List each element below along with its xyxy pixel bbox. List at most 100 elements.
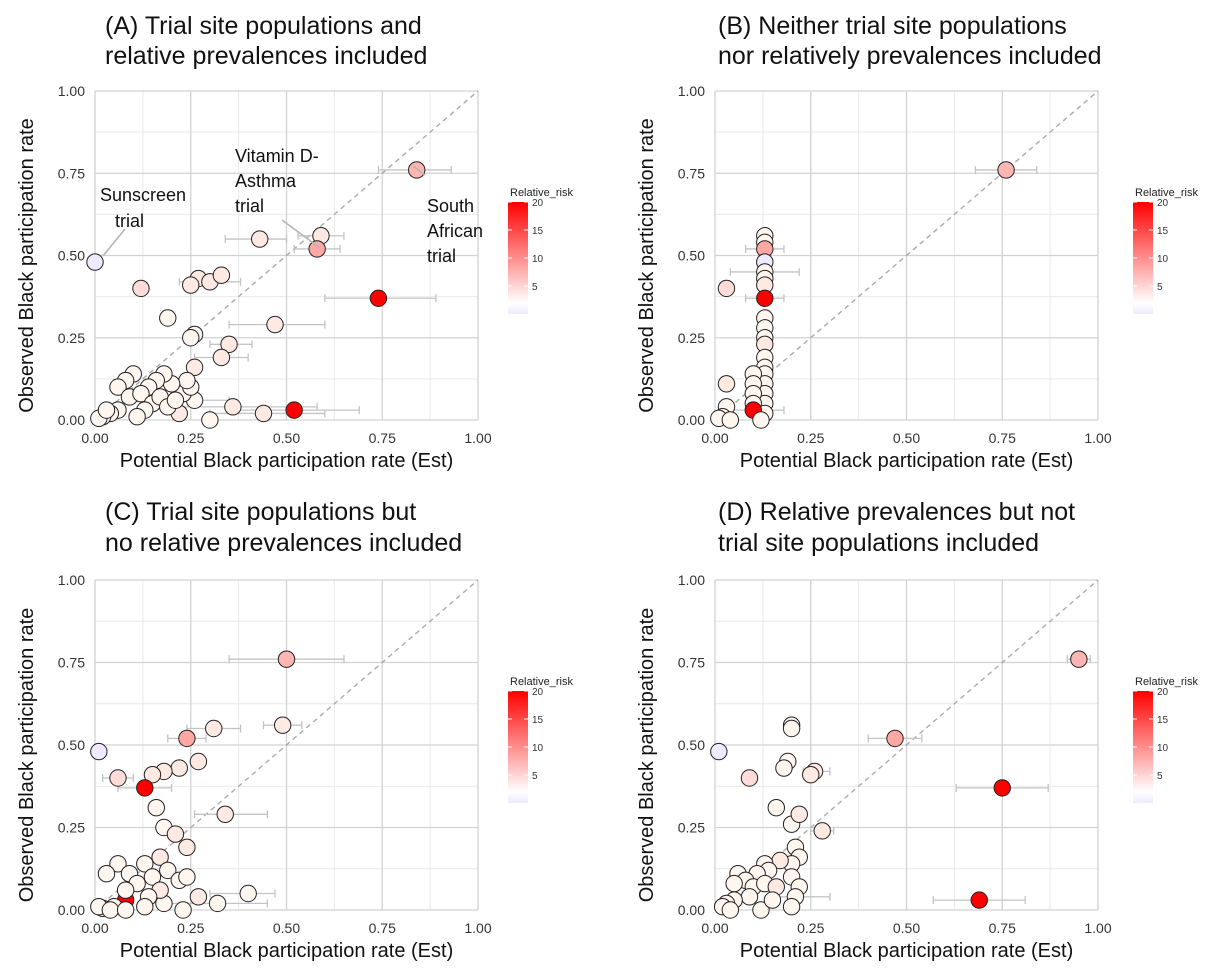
x-tick-label: 0.50 (273, 920, 300, 936)
data-point (756, 289, 774, 307)
legend-tick-label: 15 (532, 715, 544, 726)
annotation-text: South (427, 196, 474, 216)
x-axis-label: Potential Black participation rate (Est) (120, 450, 454, 472)
data-point (369, 289, 388, 307)
data-point (1070, 650, 1088, 668)
annotation-text: Sunscreen (100, 185, 186, 205)
x-tick-label: 0.75 (989, 430, 1016, 446)
data-point (408, 161, 426, 179)
panel-title-line: (B) Neither trial site populations (718, 12, 1067, 40)
x-tick-label: 0.25 (797, 430, 824, 446)
annotation-text: Vitamin D- (235, 146, 319, 166)
data-point (159, 309, 177, 327)
legend-tick-label: 5 (1157, 282, 1163, 293)
data-point (208, 894, 227, 913)
x-tick-label: 1.00 (464, 430, 491, 446)
x-tick-label: 0.00 (701, 920, 728, 936)
legend-tick-label: 20 (532, 198, 544, 209)
data-point (266, 315, 284, 334)
legend-title: Relative_risk (510, 187, 573, 199)
data-point (752, 901, 770, 919)
legend-tick-label: 20 (1157, 687, 1169, 698)
annotation-text: trial (427, 246, 456, 266)
x-axis-label: Potential Black participation rate (Est) (740, 940, 1074, 962)
y-axis-label: Observed Black participation rate (16, 608, 38, 903)
legend-colorbar (1133, 691, 1153, 803)
y-tick-label: 1.00 (678, 572, 705, 588)
data-point (147, 799, 165, 817)
y-tick-label: 0.25 (58, 820, 85, 836)
y-tick-label: 1.00 (58, 83, 85, 99)
y-axis-label: Observed Black participation rate (16, 118, 38, 413)
data-point (128, 408, 146, 426)
data-point (790, 805, 808, 823)
data-point (132, 384, 150, 403)
data-point (90, 742, 108, 761)
y-tick-label: 0.00 (58, 902, 85, 918)
legend-title: Relative_risk (1135, 676, 1198, 688)
data-point (159, 861, 177, 880)
data-point (721, 411, 740, 429)
data-point (752, 411, 770, 429)
data-point (97, 401, 116, 419)
y-tick-label: 0.75 (678, 655, 705, 671)
data-point (216, 805, 234, 823)
data-point (86, 253, 104, 271)
data-point (212, 348, 231, 367)
data-point (136, 855, 154, 873)
data-point (166, 391, 185, 409)
data-point (782, 719, 801, 738)
data-point (273, 716, 292, 734)
identity-line (94, 90, 479, 421)
legend-tick-label: 20 (1157, 198, 1169, 209)
data-point (178, 729, 196, 748)
data-point (308, 240, 326, 258)
x-tick-label: 0.50 (893, 920, 920, 936)
x-tick-label: 0.00 (701, 430, 728, 446)
data-point (109, 378, 127, 396)
data-point (201, 411, 219, 429)
data-point (710, 742, 728, 761)
data-point (143, 766, 162, 784)
data-point (178, 868, 196, 886)
y-tick-label: 0.75 (58, 165, 85, 181)
data-point (212, 266, 231, 284)
x-tick-label: 1.00 (464, 920, 491, 936)
data-point (151, 848, 169, 866)
legend-colorbar (1133, 202, 1153, 314)
data-point (97, 865, 116, 883)
identity-line (714, 90, 1099, 421)
x-tick-label: 0.25 (797, 920, 824, 936)
x-tick-label: 0.00 (81, 920, 108, 936)
data-point (185, 358, 204, 377)
data-point (721, 901, 740, 919)
panel-d: (D) Relative prevalences but not trial si… (636, 498, 1198, 962)
legend-tick-label: 5 (532, 282, 538, 293)
y-tick-label: 0.25 (678, 330, 705, 346)
panel-title-line: (A) Trial site populations and (105, 12, 422, 40)
x-tick-label: 0.00 (81, 430, 108, 446)
data-point (254, 404, 273, 423)
legend-colorbar (508, 202, 528, 314)
legend-tick-label: 5 (1157, 771, 1163, 782)
data-point (189, 888, 208, 906)
x-tick-label: 1.00 (1084, 920, 1111, 936)
y-tick-label: 1.00 (678, 83, 705, 99)
y-tick-label: 0.50 (58, 737, 85, 753)
legend-tick-label: 15 (1157, 226, 1169, 237)
y-tick-label: 0.00 (58, 412, 85, 428)
data-point (813, 822, 831, 840)
panel-title-line: no relative prevalences included (105, 529, 462, 557)
legend-tick-label: 20 (532, 687, 544, 698)
panel-title-line: relative prevalences included (105, 42, 427, 70)
data-point (717, 279, 736, 298)
data-point (136, 898, 154, 916)
panel-title-line: (D) Relative prevalences but not (718, 498, 1075, 526)
y-tick-label: 1.00 (58, 572, 85, 588)
data-point (101, 901, 120, 919)
data-point (174, 901, 192, 919)
